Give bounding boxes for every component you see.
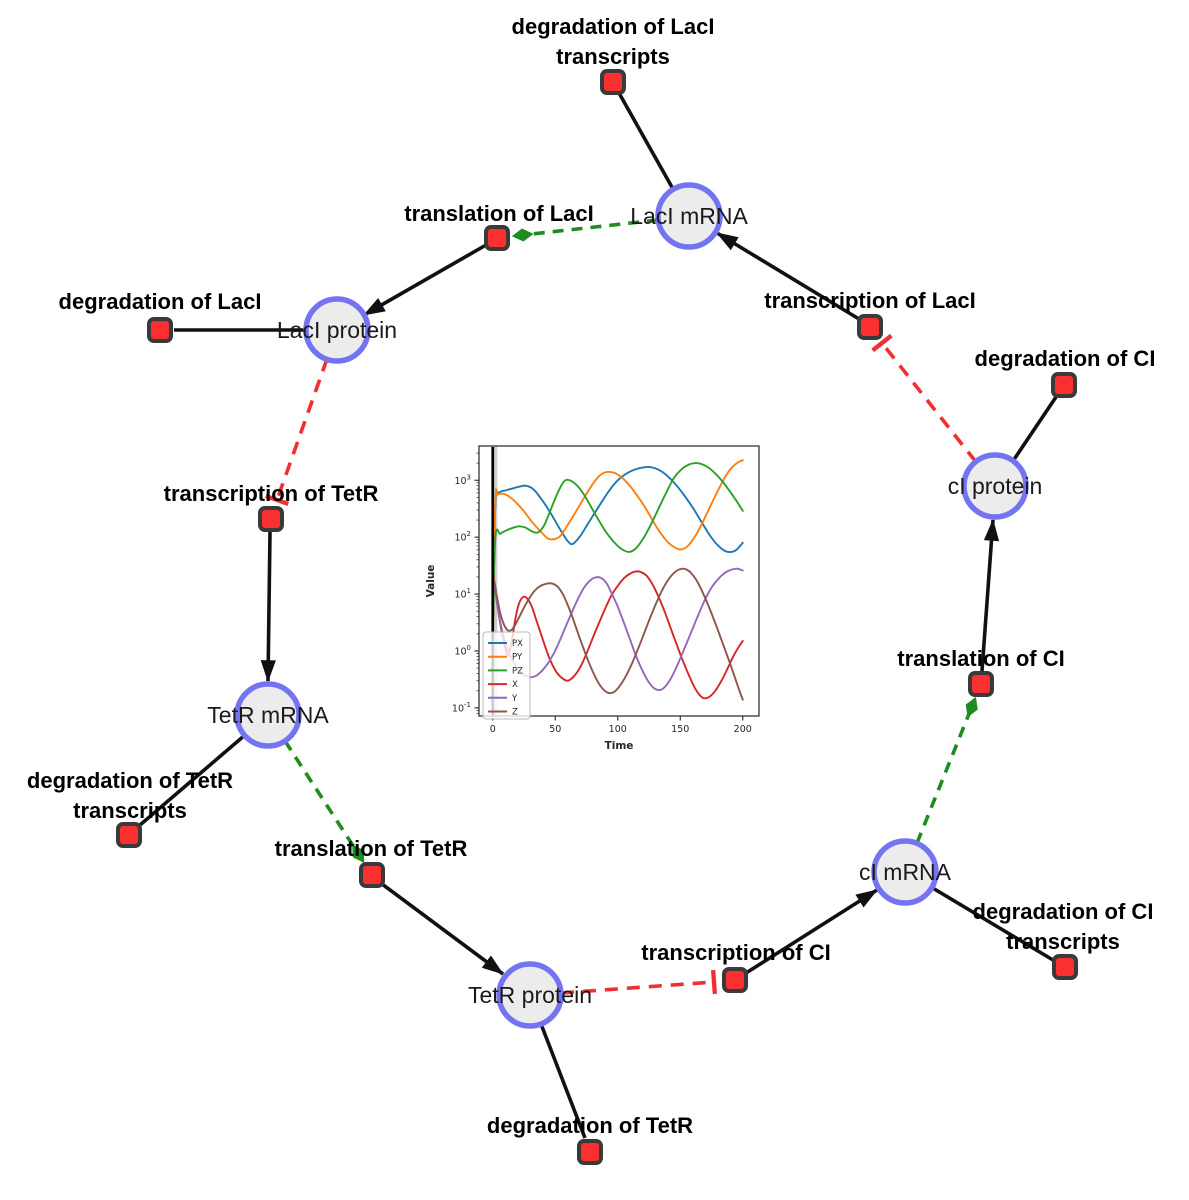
reaction-label-deg-ci: degradation of CI [975,346,1156,371]
edge-ci-mrna-translation-ci [915,696,978,844]
species-node-ci-mrna[interactable] [871,838,939,906]
reaction-label-deg-laci-transcripts: degradation of LacI transcripts [512,14,715,69]
edge-laci-protein-transcription-tetr [265,358,329,507]
x-tick-label: 50 [549,724,561,735]
labels-layer: degradation of LacI transcripts translatio… [27,14,1156,1138]
legend-label-Y: Y [511,694,518,704]
species-node-ci-protein[interactable] [961,452,1029,520]
edge-translation-ci-ci-protein [980,518,1000,672]
species-label-ci-protein: cI protein [948,473,1043,499]
reaction-node-deg-laci-transcripts[interactable] [600,69,626,95]
reaction-label-transcription-tetr: transcription of TetR [164,481,379,506]
species-label-ci-mrna: cI mRNA [859,859,952,885]
reaction-node-translation-laci[interactable] [484,225,510,251]
edge-translation-laci-laci-protein [363,243,487,317]
reaction-node-deg-ci-transcripts[interactable] [1052,954,1078,980]
y-axis-title: Value [425,565,437,598]
edges-layer [138,92,1058,1139]
reaction-label-deg-tetr: degradation of TetR [487,1113,693,1138]
reaction-node-translation-tetr[interactable] [359,862,385,888]
x-tick-label: 0 [490,724,496,735]
edge-transcription-laci-laci-mrna [716,231,860,321]
edge-laci-mrna-deg-laci-transcripts [617,92,675,190]
species-node-tetr-protein[interactable] [496,961,564,1029]
reaction-label-deg-ci-transcripts: degradation of CI transcripts [973,899,1154,954]
reaction-node-transcription-laci[interactable] [857,314,883,340]
reaction-node-deg-tetr[interactable] [577,1139,603,1165]
reaction-label-translation-tetr: translation of TetR [275,836,468,861]
y-tick-label: 100 [454,644,471,658]
y-tick-label: 101 [454,587,471,601]
species-label-tetr-protein: TetR protein [468,982,592,1008]
species-label-tetr-mrna: TetR mRNA [207,702,329,728]
edge-tetr-mrna-translation-tetr [283,740,365,863]
x-axis-title: Time [605,740,634,752]
legend-label-Z: Z [512,708,518,718]
y-tick-label: 102 [454,530,471,544]
reaction-label-deg-laci: degradation of LacI [59,289,262,314]
edge-tetr-protein-transcription-ci [560,969,718,995]
edge-ci-protein-deg-ci [1011,395,1058,463]
reaction-label-transcription-laci: transcription of LacI [764,288,975,313]
x-tick-label: 100 [609,724,627,735]
reaction-label-translation-ci: translation of CI [897,646,1064,671]
legend-label-PY: PY [512,653,523,663]
edge-tetr-protein-deg-tetr [539,1023,587,1139]
edge-translation-tetr-tetr-protein [380,882,505,976]
series-X [491,570,744,700]
series-PY [491,459,744,642]
edge-transcription-ci-ci-mrna [745,888,878,975]
legend-label-X: X [512,680,518,690]
species-label-laci-mrna: LacI mRNA [630,203,748,229]
reaction-label-deg-tetr-transcripts: degradation of TetR transcripts [27,768,233,823]
reaction-node-transcription-ci[interactable] [722,967,748,993]
species-node-laci-mrna[interactable] [655,182,723,250]
nodes-layer [116,69,1078,1165]
x-tick-label: 150 [671,724,689,735]
plot-box [478,445,760,717]
chart-legend: PX PY PZ XYZ [482,631,531,720]
legend-label-PX: PX [512,639,523,649]
y-tick-label: 103 [454,473,471,487]
species-label-laci-protein: LacI protein [277,317,397,343]
legend-label-PZ: PZ [512,666,523,676]
x-tick-label: 200 [734,724,752,735]
series-PZ [491,462,744,642]
reaction-label-translation-laci: translation of LacI [404,201,593,226]
reaction-node-deg-ci[interactable] [1051,372,1077,398]
series-PX [491,466,744,642]
edge-tetr-mrna-deg-tetr-transcripts [138,733,247,827]
edge-ci-mrna-deg-ci-transcripts [930,885,1054,962]
reaction-label-transcription-ci: transcription of CI [641,940,830,965]
edge-laci-mrna-translation-laci [511,218,659,242]
reaction-node-translation-ci[interactable] [968,671,994,697]
reaction-node-deg-tetr-transcripts[interactable] [116,822,142,848]
series-Z [491,567,744,701]
y-tick-label: 10-1 [452,701,471,715]
edge-ci-protein-transcription-laci [871,333,978,464]
chart-inset: 10-1 100 101 102 103 0 50 100 150 200 Time Value PX P… [420,424,790,774]
species-node-tetr-mrna[interactable] [234,681,302,749]
reaction-node-deg-laci[interactable] [147,317,173,343]
species-node-laci-protein[interactable] [303,296,371,364]
edge-transcription-tetr-tetr-mrna [260,531,276,683]
reaction-node-transcription-tetr[interactable] [258,506,284,532]
